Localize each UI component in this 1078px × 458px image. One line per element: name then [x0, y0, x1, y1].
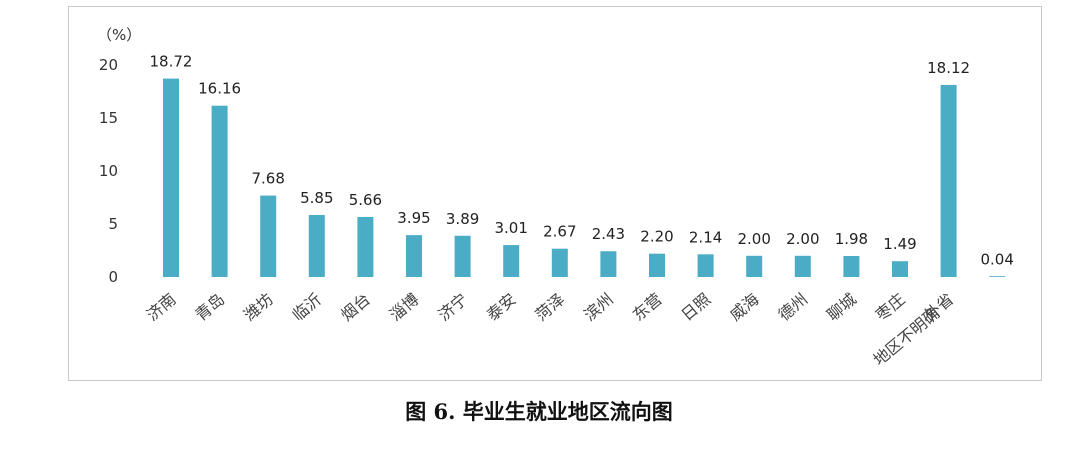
x-category-label: 菏泽 [532, 290, 569, 325]
bar-17 [940, 84, 957, 277]
data-label: 2.00 [737, 230, 770, 248]
x-category-label: 日照 [677, 290, 714, 325]
bar-14 [794, 255, 811, 277]
bar-3 [260, 195, 277, 277]
bar-4 [308, 214, 325, 277]
y-tick-label: 15 [99, 109, 118, 127]
x-category-label: 济宁 [434, 290, 471, 325]
bar-2 [211, 105, 228, 277]
data-label: 3.01 [494, 219, 527, 237]
x-category-label: 泰安 [483, 290, 520, 325]
data-label: 2.00 [786, 230, 819, 248]
bar-5 [357, 217, 374, 277]
data-label: 2.43 [592, 225, 625, 243]
x-category-label: 德州 [775, 290, 812, 325]
bar-18 [989, 276, 1006, 277]
bar-11 [649, 253, 665, 277]
figure-caption: 图 6. 毕业生就业地区流向图 [405, 399, 673, 424]
data-label: 0.04 [980, 251, 1013, 269]
x-category-label: 济南 [143, 290, 180, 325]
data-label: 18.12 [927, 59, 970, 77]
data-label: 2.67 [543, 223, 576, 241]
data-label: 2.14 [689, 228, 722, 246]
bar-7 [454, 235, 471, 277]
data-label: 18.72 [150, 53, 193, 71]
bar-10 [600, 251, 617, 277]
y-tick-label: 5 [108, 215, 118, 233]
x-category-label: 枣庄 [872, 290, 909, 325]
bar-8 [503, 245, 520, 277]
data-label: 2.20 [640, 228, 673, 246]
data-label: 3.95 [397, 209, 430, 227]
bar-chart: （%） 0 5 10 15 20 18.72 济南 16.16 青岛 7.68 潍坊 5.85 临沂 5.6… [97, 26, 1014, 369]
bar-16 [892, 261, 908, 277]
data-label: 5.85 [300, 189, 333, 207]
x-category-label: 青岛 [191, 290, 228, 325]
data-label: 1.49 [883, 235, 916, 253]
x-category-label: 聊城 [823, 290, 860, 325]
bar-15 [843, 256, 860, 277]
data-label: 1.98 [835, 230, 868, 248]
data-label: 5.66 [349, 191, 382, 209]
y-tick-label: 10 [99, 162, 118, 180]
x-category-label: 潍坊 [240, 290, 277, 325]
x-category-label: 临沂 [289, 290, 326, 325]
x-category-label: 烟台 [337, 290, 374, 325]
chart-frame [68, 6, 1042, 381]
x-category-label: 东营 [629, 290, 666, 325]
data-label: 7.68 [251, 170, 284, 188]
data-label: 3.89 [446, 210, 479, 228]
y-axis-unit-label: （%） [97, 26, 141, 44]
bar-9 [551, 248, 568, 277]
y-tick-label: 20 [99, 56, 118, 74]
data-label: 16.16 [198, 80, 241, 98]
x-category-label: 威海 [726, 290, 763, 325]
bar-6 [406, 235, 422, 277]
x-category-label: 滨州 [580, 290, 617, 325]
bar-1 [163, 78, 179, 278]
bar-13 [746, 255, 763, 277]
y-tick-label: 0 [108, 268, 118, 286]
bar-12 [697, 254, 714, 277]
x-category-label: 淄博 [386, 290, 423, 325]
